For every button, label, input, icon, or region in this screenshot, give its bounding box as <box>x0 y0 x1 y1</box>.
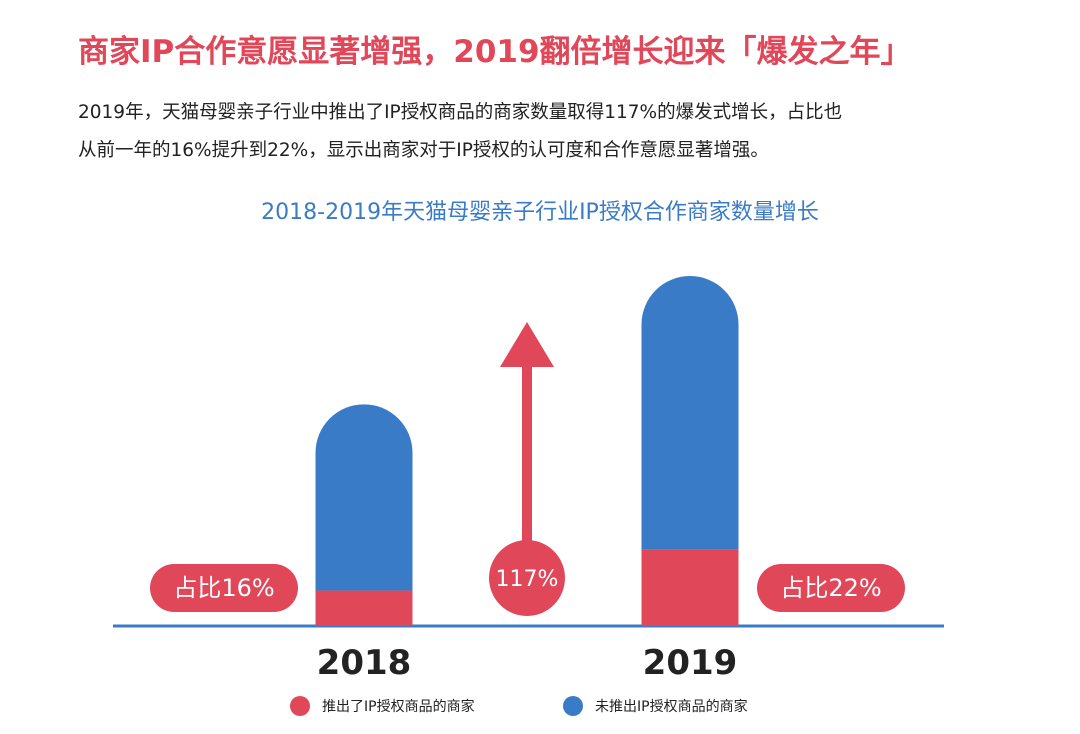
bar-segment-non-ip-2019 <box>641 276 739 550</box>
chart-title: 2018-2019年天猫母婴亲子行业IP授权合作商家数量增长 <box>261 200 819 225</box>
legend-label-non-ip: 未推出IP授权商品的商家 <box>595 699 748 715</box>
share-pill-2018-label: 占比16% <box>173 574 274 602</box>
bar-segment-ip-2019 <box>641 549 739 626</box>
growth-circle <box>489 540 565 616</box>
legend-item-non-ip: 未推出IP授权商品的商家 <box>563 696 748 716</box>
headline: 商家IP合作意愿显著增强，2019翻倍增长迎来「爆发之年」 <box>78 34 912 70</box>
body-paragraph: 2019年，天猫母婴亲子行业中推出了IP授权商品的商家数量取得117%的爆发式增… <box>78 94 1008 170</box>
share-pill-2019 <box>757 564 905 612</box>
chart-legend: 推出了IP授权商品的商家 未推出IP授权商品的商家 <box>0 696 1080 720</box>
legend-dot-blue <box>563 696 583 716</box>
growth-arrow-head <box>500 322 554 367</box>
x-tick-label-2018: 2018 <box>317 643 412 683</box>
legend-dot-red <box>290 696 310 716</box>
legend-item-ip: 推出了IP授权商品的商家 <box>290 696 475 716</box>
growth-label: 117% <box>496 567 559 592</box>
share-pill-2019-label: 占比22% <box>780 574 881 602</box>
body-line-1: 2019年，天猫母婴亲子行业中推出了IP授权商品的商家数量取得117%的爆发式增… <box>78 102 843 123</box>
bar-segment-non-ip-2018 <box>315 404 413 591</box>
legend-label-ip: 推出了IP授权商品的商家 <box>322 699 475 715</box>
bar-segment-ip-2018 <box>315 590 413 626</box>
body-line-2: 从前一年的16%提升到22%，显示出商家对于IP授权的认可度和合作意愿显著增强。 <box>78 140 769 161</box>
x-tick-label-2019: 2019 <box>643 643 738 683</box>
share-pill-2018 <box>150 564 298 612</box>
growth-arrow-shaft <box>522 362 532 544</box>
